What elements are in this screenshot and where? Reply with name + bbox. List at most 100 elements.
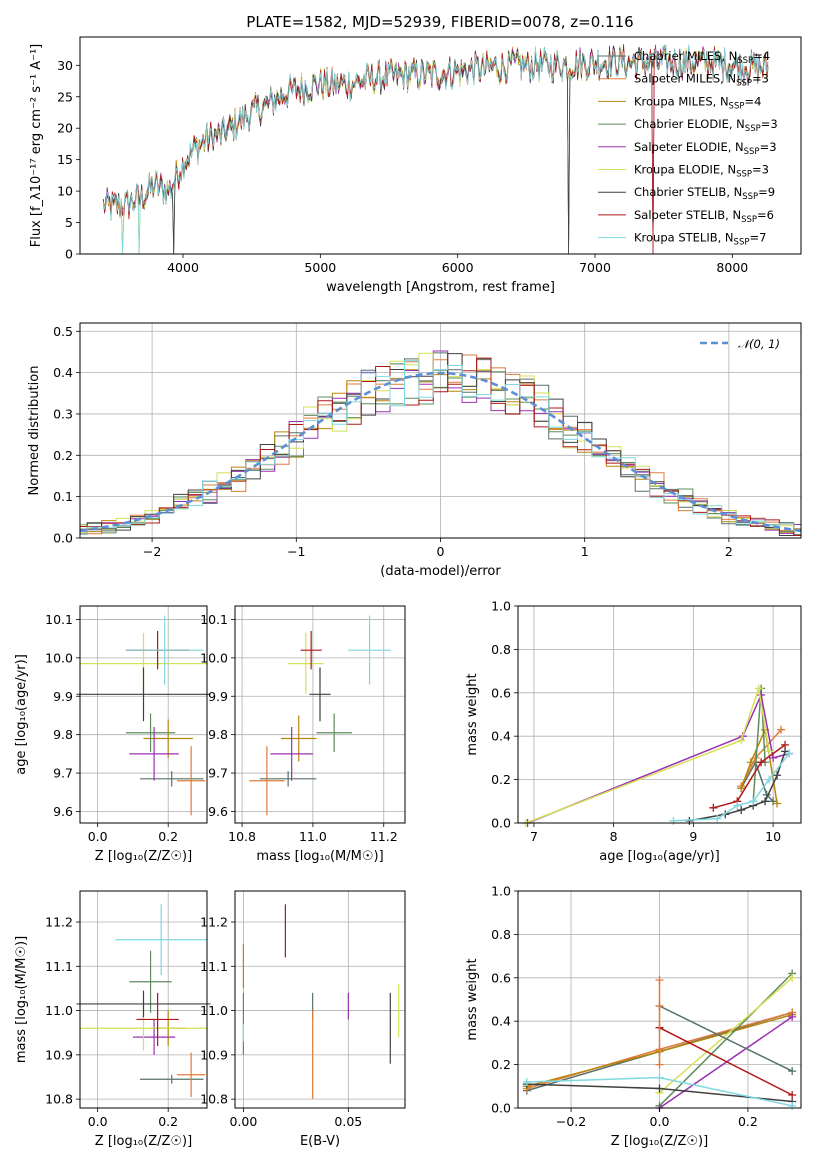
weight-marker (757, 758, 766, 767)
weight-marker (769, 753, 778, 762)
y-tick-label: 0.0 (491, 816, 511, 831)
y-axis-label: age [log₁₀(age/yr)] (14, 654, 29, 775)
weight-marker (655, 1060, 664, 1069)
legend-label: Chabrier MILES, NSSP=4 (634, 49, 770, 66)
x-tick-label: 8 (610, 829, 618, 844)
weight-series-line (659, 977, 793, 1094)
y-tick-label: 0.4 (491, 729, 511, 744)
x-tick-label: 9 (689, 829, 697, 844)
y-tick-label: 9.6 (208, 804, 228, 819)
y-tick-label: 10.1 (200, 612, 228, 627)
y-tick-label: 9.9 (208, 689, 228, 704)
age-vs-metallicity-panel: 0.0 0.2 9.6 9.7 9.8 9.9 10.0 10.1 Z [log₁₀(Z/Z☉)… (14, 605, 211, 864)
weight-marker (737, 805, 746, 814)
weight-marker (781, 740, 790, 749)
y-tick-label: 11.0 (45, 1003, 73, 1018)
axes-frame (517, 605, 802, 824)
weight-series-line (740, 760, 774, 802)
residuals-panel: 𝒩(0, 1) −2 −1 0 1 2 0.0 0.1 0.2 0.3 0.4 0.5 (data-mo… (27, 322, 802, 579)
weight-series-line (713, 744, 786, 809)
x-tick-label: 10 (765, 829, 781, 844)
weight-marker (785, 749, 794, 758)
weight-marker (522, 1077, 531, 1086)
weight-marker (655, 975, 664, 984)
x-tick-label: 11.2 (370, 829, 398, 844)
mass-vs-metallicity-panel: 0.0 0.2 10.8 10.9 11.0 11.1 11.2 Z [log₁₀(Z/Z☉)… (14, 890, 211, 1149)
y-tick-label: 0.0 (53, 531, 73, 546)
x-tick-label: 7000 (579, 260, 611, 275)
x-tick-label: 7 (530, 829, 538, 844)
weight-marker (655, 1084, 664, 1093)
y-axis-label: Flux [f_λ10⁻¹⁷ erg cm⁻² s⁻¹ A⁻¹] (29, 44, 44, 248)
x-tick-label: 0 (437, 544, 445, 559)
x-axis-label: Z [log₁₀(Z/Z☉)] (95, 1134, 192, 1149)
y-tick-label: 0.2 (53, 448, 73, 463)
y-tick-label: 9.6 (53, 804, 73, 819)
weight-marker (737, 736, 746, 745)
weight-marker (746, 758, 755, 767)
x-tick-label: 0.0 (650, 1114, 670, 1129)
x-tick-label: 0.05 (334, 1114, 362, 1129)
y-tick-label: 0.4 (491, 1014, 511, 1029)
y-axis-label: mass weight (465, 673, 480, 755)
y-tick-label: 10.0 (45, 650, 73, 665)
y-tick-label: 20 (57, 121, 73, 136)
x-axis-label: wavelength [Angstrom, rest frame] (326, 280, 555, 295)
y-tick-label: 10.9 (45, 1047, 73, 1062)
legend-label: Kroupa STELIB, NSSP=7 (634, 231, 766, 248)
spectrum-legend: Chabrier MILES, NSSP=4 Salpeter MILES, NS… (598, 49, 778, 248)
spectrum-title: PLATE=1582, MJD=52939, FIBERID=0078, z=0… (246, 13, 633, 31)
weight-marker (733, 801, 742, 810)
legend-label: Kroupa ELODIE, NSSP=3 (634, 163, 769, 180)
y-tick-label: 10.1 (45, 612, 73, 627)
x-tick-label: 10.8 (228, 829, 256, 844)
y-tick-label: 0.6 (491, 970, 511, 985)
weight-marker (709, 803, 718, 812)
y-tick-label: 0.2 (491, 1057, 511, 1072)
y-tick-label: 0.5 (53, 324, 73, 339)
y-tick-label: 30 (57, 58, 73, 73)
y-tick-label: 0.8 (491, 642, 511, 657)
spectrum-panel: Chabrier MILES, NSSP=4 Salpeter MILES, NS… (29, 36, 802, 295)
weight-series-line (740, 727, 778, 804)
weight-series-line (659, 1005, 793, 1072)
weight-series-line (659, 1016, 793, 1109)
x-axis-label: age [log₁₀(age/yr)] (599, 849, 720, 864)
weight-marker (765, 775, 774, 784)
y-tick-label: 0.4 (53, 365, 73, 380)
x-axis-label: Z [log₁₀(Z/Z☉)] (95, 849, 192, 864)
y-tick-label: 0.0 (491, 1101, 511, 1116)
x-tick-label: 0.2 (738, 1114, 758, 1129)
weight-marker (737, 784, 746, 793)
legend-label: Chabrier ELODIE, NSSP=3 (634, 117, 778, 134)
weight-marker (788, 1067, 797, 1076)
weight-series-line (673, 753, 790, 822)
y-tick-label: 10 (57, 184, 73, 199)
x-axis-label: (data-model)/error (380, 564, 501, 579)
x-axis-label: E(B-V) (300, 1134, 340, 1149)
y-tick-label: 9.8 (53, 727, 73, 742)
y-axis-label: Normed distribution (27, 366, 42, 496)
weight-marker (773, 799, 782, 808)
y-tick-label: 0.2 (491, 772, 511, 787)
axes-frame (79, 36, 802, 255)
weight-marker (754, 684, 763, 693)
y-tick-label: 10.9 (200, 1047, 228, 1062)
x-tick-label: 6000 (442, 260, 474, 275)
y-tick-label: 9.9 (53, 689, 73, 704)
weight-series-line (659, 1027, 793, 1096)
y-tick-label: 0.3 (53, 406, 73, 421)
weight-series-line (658, 972, 793, 1107)
axes-frame (79, 890, 208, 1109)
weight-vs-metallicity-panel: −0.2 0.0 0.2 0.0 0.2 0.4 0.6 0.8 1.0 Z [log₁₀(Z/Z… (465, 884, 802, 1149)
legend-label: Kroupa MILES, NSSP=4 (634, 94, 761, 111)
x-tick-label: 0.0 (88, 829, 108, 844)
x-tick-label: 0.2 (158, 829, 178, 844)
weight-marker (757, 690, 766, 699)
y-tick-label: 5 (65, 215, 73, 230)
x-tick-label: 0.2 (158, 1114, 178, 1129)
legend-label: Salpeter ELODIE, NSSP=3 (634, 140, 777, 157)
y-tick-label: 11.2 (45, 915, 73, 930)
normal-reference-curve (80, 371, 801, 533)
y-tick-label: 9.7 (208, 766, 228, 781)
